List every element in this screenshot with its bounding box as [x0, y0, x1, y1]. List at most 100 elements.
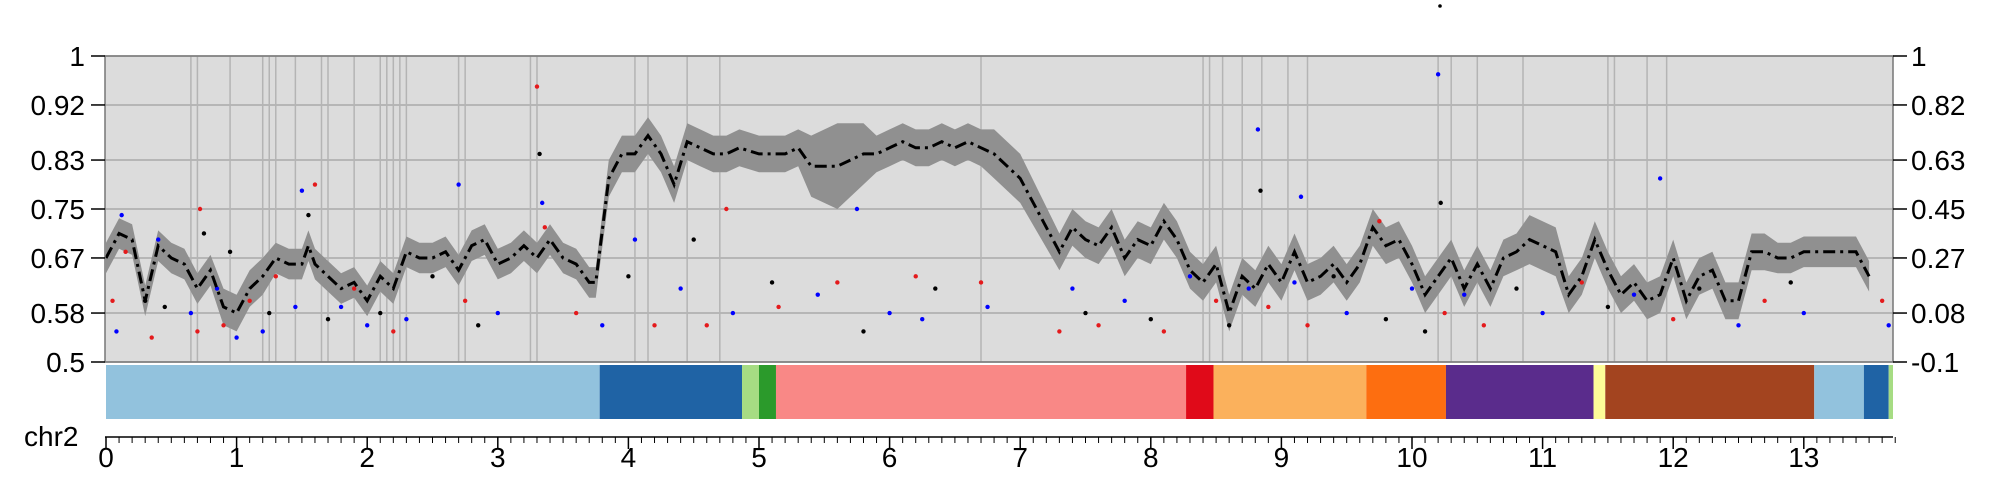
data-point-92 — [1631, 292, 1637, 297]
data-point-36 — [534, 84, 540, 89]
data-point-59 — [978, 280, 984, 285]
data-point-93 — [1657, 176, 1663, 181]
data-point-55 — [861, 329, 866, 334]
confidence-band — [106, 117, 1870, 332]
data-point-34 — [476, 323, 481, 328]
data-point-27 — [365, 323, 370, 328]
segment-3 — [759, 365, 776, 419]
y-tick-left-3: 0.75 — [31, 194, 86, 225]
data-point-35 — [495, 310, 500, 316]
data-point-79 — [1344, 310, 1349, 316]
data-point-24 — [325, 316, 331, 322]
x-tick-2: 2 — [359, 442, 375, 473]
data-point-14 — [227, 249, 233, 255]
x-tick-11: 11 — [1528, 442, 1557, 473]
y-tick-right-3: 0.45 — [1911, 194, 1966, 225]
data-point-46 — [691, 237, 696, 242]
data-point-82 — [1409, 286, 1415, 291]
data-point-85 — [1442, 310, 1447, 316]
tick-labels: 0.5 0.58 0.67 0.75 0.83 0.92 1 -0.1 0.08 0.27 0.45… — [31, 41, 1966, 473]
data-point-49 — [730, 310, 736, 316]
data-point-5 — [149, 335, 154, 340]
y-tick-right-2: 0.27 — [1911, 243, 1966, 274]
data-point-29 — [391, 329, 396, 334]
data-point-75 — [1292, 280, 1297, 285]
segment-9 — [1593, 365, 1606, 419]
data-point-52 — [815, 292, 820, 297]
data-point-25 — [338, 304, 344, 310]
data-point-56 — [913, 274, 918, 279]
data-point-65 — [1122, 298, 1127, 303]
data-point-89 — [1540, 310, 1545, 316]
vertical-markers — [190, 56, 1668, 362]
scatter-points — [110, 72, 1891, 340]
data-point-76 — [1298, 194, 1304, 199]
data-point-69 — [1213, 298, 1219, 303]
x-tick-6: 6 — [882, 442, 898, 473]
segment-4 — [775, 365, 1187, 419]
data-point-58 — [933, 286, 938, 291]
data-point-47 — [704, 323, 709, 328]
data-point-81 — [1383, 316, 1389, 322]
data-point-38 — [540, 200, 545, 206]
y-tick-right-0: -0.1 — [1911, 347, 1959, 378]
data-point-77 — [1305, 323, 1310, 328]
x-tick-9: 9 — [1274, 442, 1290, 473]
data-point-60 — [985, 304, 990, 310]
segment-5 — [1186, 365, 1214, 419]
data-point-39 — [542, 225, 548, 230]
segment-8 — [1445, 365, 1594, 419]
data-point-53 — [835, 280, 840, 285]
chromosome-segments — [106, 365, 1893, 419]
x-tick-3: 3 — [490, 442, 506, 473]
data-point-18 — [267, 310, 272, 316]
data-point-10 — [197, 206, 203, 212]
data-point-13 — [221, 323, 226, 328]
data-point-70 — [1226, 323, 1232, 328]
data-point-88 — [1514, 286, 1519, 291]
data-point-8 — [188, 310, 194, 316]
data-point-68 — [1187, 274, 1193, 279]
y-tick-right-4: 0.63 — [1911, 145, 1966, 176]
data-point-26 — [351, 286, 357, 291]
data-point-1 — [114, 329, 119, 334]
data-point-45 — [678, 286, 683, 291]
segment-12 — [1863, 365, 1889, 419]
data-point-80 — [1377, 219, 1382, 224]
data-point-19 — [273, 274, 278, 279]
data-point-17 — [260, 329, 265, 334]
data-point-33 — [462, 298, 468, 303]
y-tick-left-5: 0.92 — [31, 90, 86, 121]
data-point-12 — [214, 286, 220, 291]
x-tick-8: 8 — [1143, 442, 1159, 473]
x-tick-5: 5 — [751, 442, 767, 473]
data-point-32 — [456, 182, 461, 187]
data-point-74 — [1266, 304, 1271, 310]
chromosome-label: chr2 — [24, 421, 78, 452]
data-point-86 — [1462, 292, 1467, 297]
x-tick-4: 4 — [621, 442, 637, 473]
data-point-51 — [776, 304, 781, 310]
stray-dot — [1438, 4, 1442, 8]
segment-1 — [599, 365, 743, 419]
data-point-16 — [247, 298, 252, 303]
data-point-100 — [1879, 298, 1885, 303]
data-point-15 — [234, 335, 239, 340]
data-point-63 — [1083, 310, 1088, 316]
x-tick-13: 13 — [1788, 442, 1819, 473]
data-point-95 — [1697, 286, 1702, 291]
x-tick-7: 7 — [1012, 442, 1028, 473]
data-point-61 — [1057, 329, 1062, 334]
data-point-9 — [195, 329, 200, 334]
data-point-21 — [299, 188, 305, 193]
data-point-40 — [573, 310, 579, 316]
data-point-2 — [119, 212, 124, 218]
data-point-23 — [312, 182, 318, 187]
segment-10 — [1605, 365, 1815, 419]
data-point-64 — [1096, 323, 1101, 328]
segment-7 — [1366, 365, 1446, 419]
data-point-97 — [1762, 298, 1767, 303]
x-tick-12: 12 — [1658, 442, 1689, 473]
data-point-78 — [1331, 274, 1336, 279]
